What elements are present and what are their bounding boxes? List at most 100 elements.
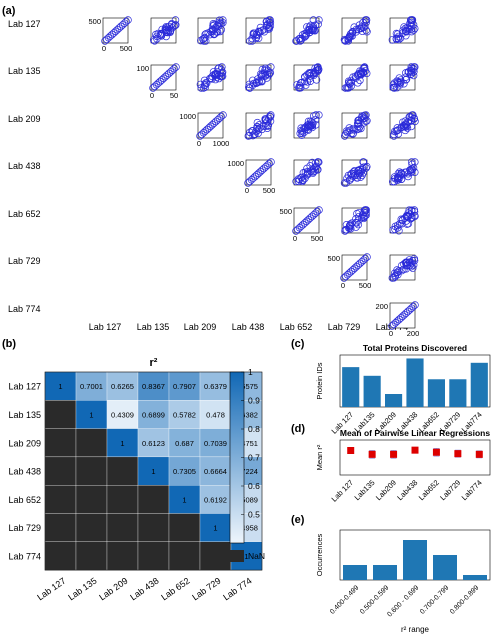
scatter-point	[265, 70, 273, 79]
heatmap-cell-1-5	[199, 400, 232, 429]
scatter-point	[345, 79, 353, 87]
nan-swatch	[230, 550, 244, 562]
scatter-point	[390, 79, 399, 87]
mean-marker-2	[390, 450, 398, 458]
chart-e-xlabel-3: 0.700-0.799	[419, 584, 450, 615]
bar-c-2	[385, 394, 403, 407]
scatter-point	[308, 158, 316, 167]
col-label-5: Lab 729	[328, 322, 361, 332]
heatmap-cell-2-5	[199, 428, 232, 458]
scatter-point	[261, 115, 269, 123]
scatter-point	[407, 158, 416, 166]
scatter-point	[315, 16, 323, 24]
heatmap-xlabel-5: Lab 729	[190, 576, 222, 603]
y-tick-top: 500	[327, 254, 340, 263]
heatmap-value-1-2: 0.4309	[111, 410, 134, 419]
scatter-point	[253, 118, 262, 127]
scatter-point	[401, 117, 410, 125]
heatmap-cell-5-3	[137, 513, 170, 542]
bar-c-6	[470, 362, 488, 407]
scatter-point	[348, 27, 357, 36]
scatter-point	[353, 209, 361, 218]
scatter-point	[354, 116, 363, 124]
heatmap-xlabel-3: Lab 438	[128, 576, 160, 603]
mean-marker-4	[432, 448, 440, 456]
scatter-point	[245, 80, 254, 89]
colorbar-tick-label: 0.5	[248, 510, 260, 520]
bar-e-4	[463, 575, 487, 580]
heatmap-value-0-1: 0.7001	[80, 382, 103, 391]
scatter-point	[360, 206, 369, 215]
scatter-point	[401, 24, 410, 33]
scatter-cell-6-6	[389, 302, 416, 329]
scatter-point	[343, 83, 351, 92]
scatter-point	[263, 124, 272, 132]
x-tick-max: 500	[311, 234, 324, 243]
scatter-matrix: Lab 127 Lab 127 Lab 135 Lab 135 Lab 209 Lab 2…	[8, 16, 419, 338]
heatmap-ylabel-3: Lab 438	[8, 467, 41, 477]
scatter-point	[213, 28, 222, 36]
heatmap-cell-2-1	[75, 428, 108, 458]
scatter-point	[393, 83, 401, 92]
heatmap-cell-5-5	[199, 513, 232, 542]
scatter-point	[402, 27, 410, 35]
chart-c-ylabel: Protein IDs	[315, 362, 324, 399]
scatter-point	[297, 79, 305, 87]
heatmap-cell-0-0	[44, 371, 77, 401]
scatter-point	[403, 261, 411, 269]
scatter-point	[309, 69, 318, 78]
scatter-point	[388, 177, 397, 186]
scatter-point	[406, 113, 414, 121]
heatmap-value-0-2: 0.6265	[111, 382, 134, 391]
colorbar-tick-label: 0.6	[248, 481, 260, 491]
scatter-point	[163, 23, 171, 32]
scatter-point	[393, 176, 402, 184]
scatter-point	[400, 23, 408, 31]
scatter-point	[411, 212, 419, 220]
scatter-point	[170, 64, 178, 73]
heatmap-value-3-5: 0.6664	[204, 467, 227, 476]
scatter-point	[345, 124, 353, 132]
scatter-point	[399, 121, 408, 130]
panel-label-e: (e)	[291, 514, 305, 526]
heatmap-value-5-6: 0.4958	[235, 524, 258, 533]
x-tick-max: 500	[120, 44, 133, 53]
heatmap-value-4-4: 1	[182, 495, 186, 504]
scatter-point	[216, 27, 224, 36]
bar-e-2	[403, 540, 427, 580]
x-tick-zero: 0	[293, 234, 297, 243]
scatter-point	[199, 35, 207, 43]
heatmap-cell-1-1	[75, 400, 108, 429]
scatter-point	[407, 70, 415, 78]
scatter-point	[295, 35, 303, 43]
scatter-point	[315, 206, 323, 214]
col-label-3: Lab 438	[232, 322, 265, 332]
heatmap-value-1-6: 0.6382	[235, 410, 258, 419]
scatter-cell-3-3	[245, 159, 272, 186]
heatmap-cell-5-2	[106, 513, 139, 542]
heatmap-value-0-3: 0.8367	[142, 382, 165, 391]
scatter-point	[209, 20, 218, 28]
scatter-point	[252, 33, 261, 41]
bar-c-0	[342, 367, 360, 407]
scatter-point	[311, 64, 319, 72]
row-label-3: Lab 438	[8, 161, 41, 171]
scatter-point	[122, 17, 130, 26]
scatter-point	[356, 173, 365, 181]
scatter-point	[388, 274, 397, 282]
heatmap-cell-3-0	[44, 456, 77, 486]
scatter-point	[266, 18, 275, 27]
bar-c-1	[363, 375, 381, 407]
heatmap-ylabel-4: Lab 652	[8, 495, 41, 505]
heatmap-value-2-6: 0.4751	[235, 439, 258, 448]
scatter-point	[255, 124, 264, 132]
scatter-point	[362, 26, 370, 34]
heatmap-cell-3-5	[199, 456, 232, 486]
x-tick-zero: 0	[197, 139, 201, 148]
scatter-point	[347, 129, 356, 138]
scatter-point	[260, 27, 269, 36]
scatter-point	[306, 28, 314, 36]
scatter-point	[352, 223, 360, 231]
scatter-point	[210, 70, 219, 79]
scatter-point	[361, 212, 369, 220]
